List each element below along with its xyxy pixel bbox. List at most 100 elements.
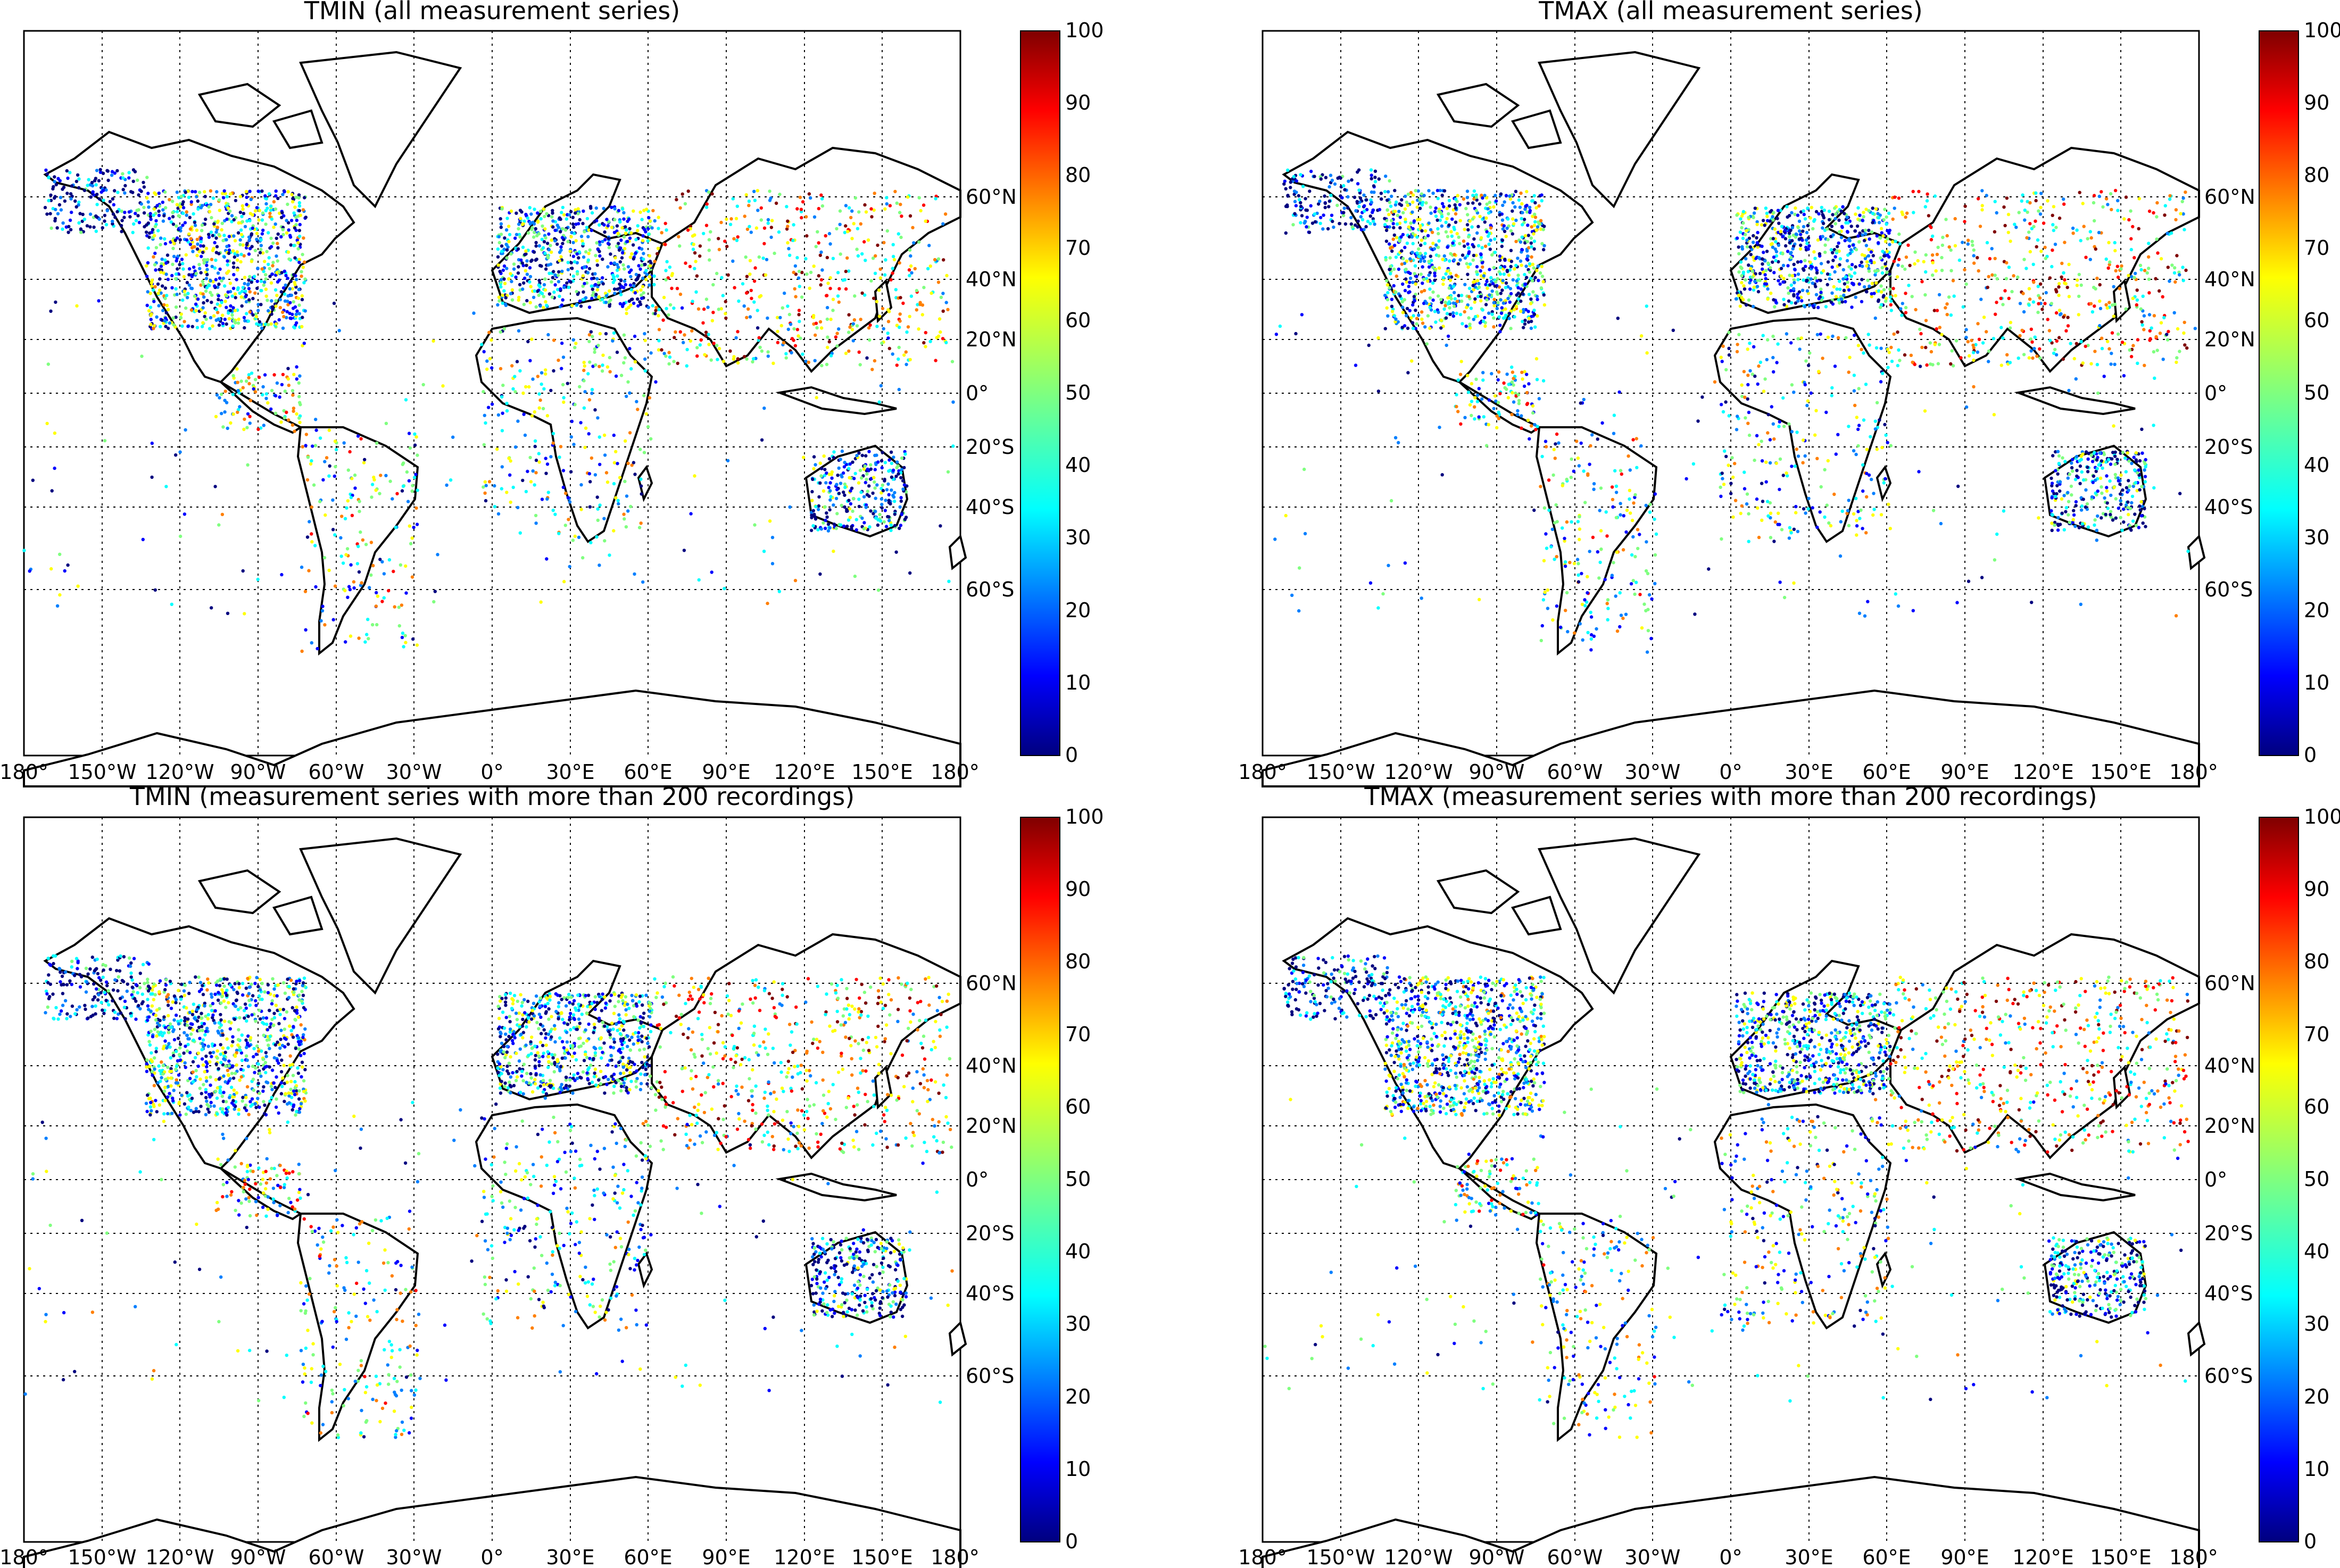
- colorbar-tick: 100: [1065, 19, 1104, 42]
- station-dot: [344, 553, 348, 557]
- station-dot: [612, 529, 616, 533]
- station-dot: [234, 198, 238, 203]
- station-dot: [1789, 283, 1793, 287]
- station-dot: [256, 267, 260, 270]
- station-dot: [391, 497, 394, 501]
- station-dot: [154, 246, 159, 250]
- station-dot: [1445, 312, 1449, 316]
- station-dot: [293, 226, 297, 230]
- station-dot: [524, 385, 528, 389]
- station-dot: [485, 367, 489, 371]
- station-dot: [798, 195, 802, 200]
- station-dot: [1333, 182, 1337, 186]
- station-dot: [818, 461, 822, 465]
- station-dot: [825, 515, 829, 519]
- station-dot: [146, 290, 150, 294]
- station-dot: [609, 261, 613, 265]
- station-dot: [198, 267, 202, 270]
- station-dot: [357, 570, 361, 574]
- station-dot: [2110, 208, 2113, 212]
- station-dot: [1831, 233, 1835, 237]
- station-dot: [412, 476, 417, 479]
- station-dot: [552, 290, 556, 294]
- station-dot: [1427, 189, 1431, 193]
- station-dot: [1308, 189, 1312, 193]
- station-dot: [566, 261, 570, 264]
- station-dot: [1811, 281, 1814, 285]
- station-dot: [824, 234, 827, 238]
- station-dot: [291, 389, 295, 393]
- station-dot: [223, 318, 227, 321]
- station-dot: [1360, 218, 1365, 221]
- station-dot: [327, 474, 331, 478]
- station-dot: [545, 497, 549, 501]
- station-dot: [525, 272, 529, 276]
- station-dot: [353, 486, 357, 490]
- station-dot: [749, 230, 753, 234]
- station-dot: [1841, 268, 1845, 272]
- station-dot: [582, 406, 586, 410]
- station-dot: [313, 444, 318, 447]
- station-dot: [232, 273, 236, 277]
- station-dot: [652, 274, 656, 278]
- station-dot: [711, 311, 715, 314]
- station-dot: [189, 200, 193, 204]
- station-dot: [579, 304, 583, 308]
- station-dot: [657, 227, 660, 230]
- station-dot: [1757, 256, 1761, 260]
- station-dot: [1821, 269, 1825, 273]
- station-dot: [513, 375, 517, 378]
- station-dot: [1516, 273, 1520, 277]
- station-dot: [654, 309, 658, 312]
- station-dot: [1431, 266, 1435, 269]
- station-dot: [1518, 240, 1523, 244]
- station-dot: [735, 204, 740, 208]
- station-dot: [530, 337, 534, 341]
- station-dot: [924, 345, 927, 349]
- station-dot: [1492, 316, 1496, 320]
- station-dot: [696, 307, 701, 311]
- station-dot: [887, 493, 891, 496]
- station-dot: [587, 305, 592, 309]
- station-dot: [404, 398, 408, 402]
- station-dot: [397, 624, 401, 628]
- station-dot: [358, 500, 361, 503]
- station-dot: [1478, 214, 1482, 219]
- station-dot: [1405, 280, 1409, 284]
- station-dot: [847, 330, 851, 334]
- station-dot: [1479, 236, 1483, 240]
- station-dot: [307, 569, 311, 573]
- station-dot: [1493, 194, 1497, 197]
- station-dot: [1384, 175, 1388, 178]
- station-dot: [530, 414, 534, 418]
- station-dot: [1304, 197, 1307, 201]
- station-dot: [1489, 238, 1492, 242]
- station-dot: [472, 311, 476, 315]
- station-dot: [69, 197, 73, 201]
- station-dot: [1447, 198, 1451, 203]
- station-dot: [1385, 225, 1389, 229]
- station-dot: [561, 355, 566, 359]
- station-dot: [1842, 293, 1846, 297]
- station-dot: [510, 298, 515, 302]
- station-dot: [1411, 231, 1415, 236]
- station-dot: [223, 300, 227, 303]
- station-dot: [909, 254, 912, 258]
- station-dot: [1383, 190, 1387, 194]
- station-dot: [1522, 218, 1526, 221]
- station-dot: [1424, 201, 1428, 205]
- station-dot: [1428, 287, 1432, 291]
- station-dot: [766, 354, 770, 358]
- station-dot: [259, 238, 263, 242]
- station-dot: [1390, 304, 1394, 308]
- station-dot: [510, 279, 513, 284]
- station-dot: [277, 318, 281, 322]
- station-dot: [891, 243, 895, 246]
- station-dot: [855, 324, 859, 328]
- station-dot: [748, 272, 752, 276]
- station-dot: [612, 461, 617, 464]
- station-dot: [928, 339, 932, 343]
- station-dot: [1471, 258, 1475, 262]
- station-dot: [1814, 293, 1819, 296]
- station-dot: [261, 211, 265, 215]
